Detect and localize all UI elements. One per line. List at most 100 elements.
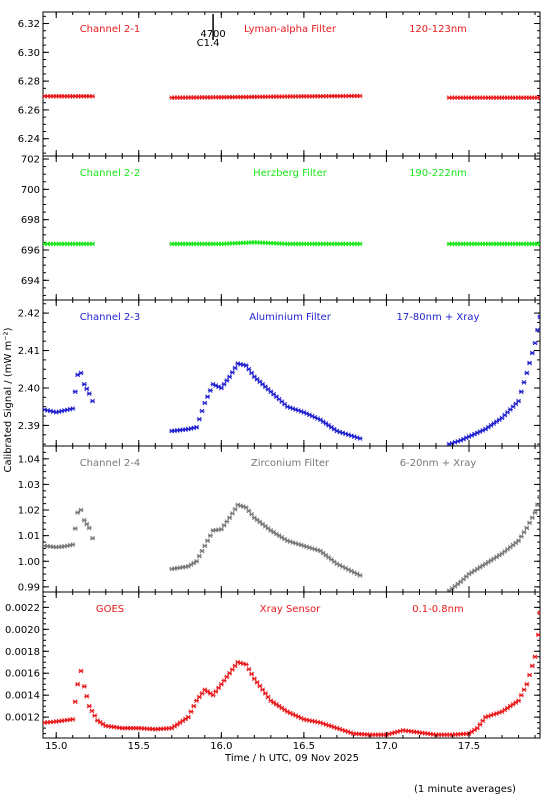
data-point bbox=[221, 678, 227, 683]
series-markers bbox=[43, 314, 540, 446]
data-point bbox=[227, 515, 233, 521]
y-tick-label: 0.99 bbox=[18, 582, 40, 593]
data-point bbox=[524, 525, 530, 531]
data-point bbox=[194, 424, 200, 430]
data-point bbox=[323, 421, 329, 426]
data-point bbox=[262, 691, 268, 696]
data-point bbox=[537, 494, 540, 500]
y-tick-label: 2.41 bbox=[18, 346, 40, 357]
data-point bbox=[90, 241, 96, 247]
data-point bbox=[249, 671, 255, 677]
y-tick-label: 6.26 bbox=[18, 105, 40, 116]
data-point bbox=[205, 538, 211, 544]
panel-title: Zirconium Filter bbox=[251, 458, 330, 469]
data-point bbox=[199, 691, 205, 696]
data-point bbox=[202, 543, 208, 549]
y-tick-label: 0.0022 bbox=[5, 603, 40, 614]
data-point bbox=[90, 535, 96, 541]
data-point bbox=[218, 385, 224, 391]
data-point bbox=[516, 538, 522, 544]
data-point bbox=[227, 670, 233, 676]
data-point bbox=[232, 365, 238, 371]
data-point bbox=[90, 398, 96, 404]
panel-title: Channel 2-4 bbox=[80, 458, 141, 469]
y-tick-label: 702 bbox=[21, 155, 40, 166]
data-point bbox=[527, 672, 533, 678]
data-point bbox=[246, 666, 252, 672]
data-point bbox=[527, 360, 533, 366]
data-point bbox=[75, 681, 81, 687]
data-point bbox=[537, 610, 540, 616]
data-point bbox=[227, 374, 233, 380]
data-point bbox=[213, 689, 219, 694]
panel-title: Herzberg Filter bbox=[253, 168, 328, 179]
data-point bbox=[185, 714, 191, 720]
data-point bbox=[218, 681, 224, 687]
data-point bbox=[357, 572, 363, 578]
data-point bbox=[496, 417, 502, 423]
data-point bbox=[265, 694, 271, 700]
panel-title: Channel 2-2 bbox=[80, 168, 141, 179]
data-point bbox=[81, 381, 87, 387]
data-point bbox=[221, 523, 227, 528]
data-point bbox=[260, 687, 266, 693]
data-point bbox=[232, 506, 238, 512]
y-axis-label: Calibrated Signal / (mW m⁻²) bbox=[3, 327, 14, 472]
data-point bbox=[78, 668, 84, 674]
series-markers bbox=[43, 93, 540, 101]
data-point bbox=[537, 314, 540, 320]
data-point bbox=[196, 553, 202, 559]
panel-title: 0.1-0.8nm bbox=[412, 604, 464, 615]
y-tick-label: 6.28 bbox=[18, 77, 40, 88]
data-point bbox=[480, 718, 486, 724]
data-point bbox=[535, 632, 540, 638]
y-tick-label: 2.42 bbox=[18, 309, 40, 320]
y-tick-label: 2.39 bbox=[18, 421, 40, 432]
data-point bbox=[207, 388, 213, 393]
data-point bbox=[72, 699, 78, 705]
y-tick-label: 1.04 bbox=[18, 454, 40, 465]
data-point bbox=[521, 687, 527, 693]
y-tick-label: 0.0020 bbox=[5, 625, 40, 636]
data-point bbox=[477, 722, 483, 727]
panel-title: Lyman-alpha Filter bbox=[244, 24, 337, 35]
panel-title: Xray Sensor bbox=[260, 604, 321, 615]
y-tick-label: 696 bbox=[21, 245, 40, 256]
data-point bbox=[224, 378, 230, 383]
data-point bbox=[86, 703, 92, 709]
data-point bbox=[524, 370, 530, 376]
data-point bbox=[216, 685, 222, 691]
x-tick-label: 16.5 bbox=[293, 741, 315, 752]
data-point bbox=[188, 709, 194, 715]
data-point bbox=[483, 426, 489, 432]
y-tick-label: 1.00 bbox=[18, 557, 40, 568]
panel-title: 6-20nm + Xray bbox=[400, 458, 477, 469]
data-point bbox=[81, 684, 87, 689]
data-point bbox=[532, 340, 538, 346]
panel-frame bbox=[42, 591, 541, 739]
event-marker: 4700 C1.4 bbox=[197, 14, 226, 49]
data-point bbox=[75, 510, 81, 515]
data-point bbox=[196, 694, 202, 700]
data-point bbox=[218, 526, 224, 532]
data-point bbox=[494, 419, 500, 425]
y-tick-label: 0.0012 bbox=[5, 713, 40, 724]
data-point bbox=[224, 674, 230, 680]
y-tick-label: 0.0016 bbox=[5, 669, 40, 680]
data-point bbox=[518, 534, 524, 539]
data-point bbox=[243, 662, 249, 667]
x-tick-label: 17.0 bbox=[375, 741, 397, 752]
data-point bbox=[81, 517, 87, 523]
data-point bbox=[84, 386, 90, 392]
event-marker-label-bottom: C1.4 bbox=[197, 38, 220, 49]
data-point bbox=[86, 525, 92, 531]
x-tick-label: 17.5 bbox=[458, 741, 480, 752]
data-point bbox=[518, 692, 524, 698]
data-point bbox=[246, 366, 252, 372]
data-point bbox=[357, 241, 363, 247]
data-point bbox=[84, 693, 90, 699]
y-tick-label: 1.01 bbox=[18, 531, 40, 542]
data-point bbox=[532, 510, 538, 515]
data-point bbox=[78, 370, 84, 376]
